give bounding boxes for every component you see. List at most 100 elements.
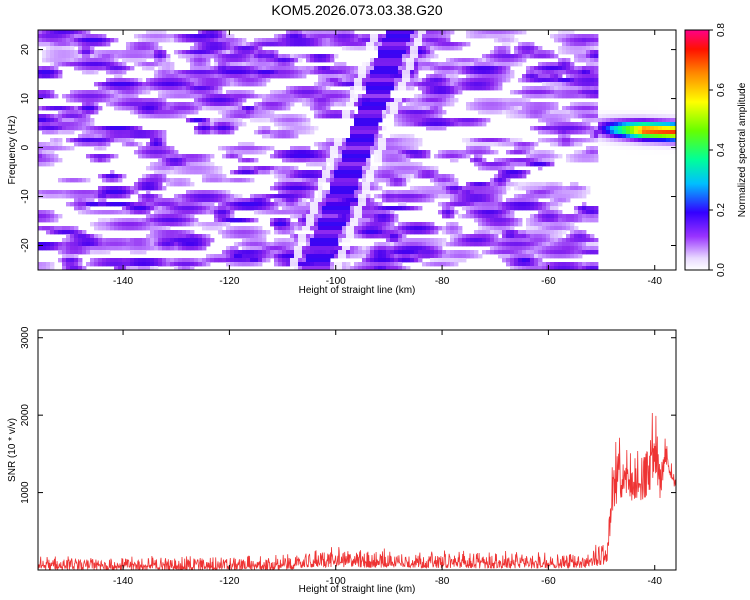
heatmap-cell [274, 198, 279, 203]
heatmap-cell [118, 226, 123, 231]
heatmap-cell [354, 186, 359, 191]
heatmap-cell [166, 154, 171, 159]
heatmap-cell [446, 78, 451, 83]
heatmap-cell [158, 58, 163, 63]
heatmap-cell [326, 250, 331, 255]
heatmap-cell [262, 146, 267, 151]
heatmap-cell [186, 202, 191, 207]
heatmap-cell [330, 226, 335, 231]
heatmap-cell [158, 234, 163, 239]
heatmap-cell [278, 186, 283, 191]
heatmap-cell [78, 142, 83, 147]
heatmap-cell [386, 214, 391, 219]
heatmap-cell [294, 226, 299, 231]
heatmap-cell [290, 154, 295, 159]
heatmap-cell [366, 46, 371, 51]
heatmap-cell [306, 258, 311, 263]
heatmap-cell [418, 230, 423, 235]
heatmap-cell [362, 38, 367, 43]
heatmap-cell [250, 234, 255, 239]
heatmap-cell [258, 258, 263, 263]
heatmap-cell [98, 194, 103, 199]
heatmap-cell [106, 178, 111, 183]
heatmap-cell [262, 234, 267, 239]
heatmap-cell [134, 258, 139, 263]
heatmap-cell [366, 110, 371, 115]
heatmap-cell [326, 150, 331, 155]
heatmap-cell [386, 106, 391, 111]
heatmap-cell [274, 174, 279, 179]
heatmap-cell [470, 86, 475, 91]
heatmap-cell [106, 42, 111, 47]
heatmap-cell [166, 258, 171, 263]
heatmap-cell [366, 194, 371, 199]
heatmap-cell [198, 34, 203, 39]
heatmap-cell [202, 262, 207, 267]
heatmap-cell [274, 66, 279, 71]
heatmap-cell [358, 138, 363, 143]
heatmap-cell [390, 230, 395, 235]
heatmap-cell [50, 246, 55, 251]
heatmap-cell [86, 34, 91, 39]
heatmap-cell [470, 58, 475, 63]
heatmap-cell [290, 214, 295, 219]
heatmap-cell [326, 54, 331, 59]
heatmap-cell [390, 206, 395, 211]
heatmap-cell [206, 38, 211, 43]
heatmap-cell [258, 146, 263, 151]
heatmap-cell [54, 42, 59, 47]
heatmap-cell [170, 78, 175, 83]
heatmap-cell [342, 102, 347, 107]
heatmap-cell [150, 222, 155, 227]
heatmap-cell [38, 226, 43, 231]
heatmap-cell [402, 46, 407, 51]
heatmap-cell [218, 226, 223, 231]
heatmap-cell [90, 262, 95, 267]
heatmap-cell [466, 254, 471, 259]
heatmap-cell [478, 106, 483, 111]
heatmap-cell [314, 254, 319, 259]
heatmap-cell [142, 90, 147, 95]
heatmap-cell [222, 30, 227, 35]
heatmap-cell [110, 66, 115, 71]
heatmap-cell [106, 50, 111, 55]
heatmap-cell [74, 34, 79, 39]
heatmap-cell [482, 238, 487, 243]
heatmap-cell [438, 86, 443, 91]
heatmap-cell [442, 46, 447, 51]
heatmap-cell [366, 38, 371, 43]
heatmap-cell [454, 238, 459, 243]
heatmap-cell [438, 122, 443, 127]
heatmap-cell [42, 90, 47, 95]
heatmap-cell [474, 190, 479, 195]
heatmap-cell [206, 222, 211, 227]
heatmap-cell [302, 66, 307, 71]
heatmap-cell [382, 162, 387, 167]
heatmap-cell [78, 38, 83, 43]
heatmap-cell [190, 234, 195, 239]
heatmap-cell [382, 98, 387, 103]
heatmap-cell [262, 242, 267, 247]
heatmap-cell [354, 206, 359, 211]
heatmap-cell [286, 190, 291, 195]
heatmap-cell [170, 146, 175, 151]
heatmap-cell [438, 254, 443, 259]
heatmap-cell [154, 30, 159, 35]
heatmap-cell [378, 194, 383, 199]
heatmap-cell [442, 66, 447, 71]
heatmap-cell [426, 154, 431, 159]
heatmap-cell [374, 182, 379, 187]
heatmap-cell [50, 230, 55, 235]
heatmap-cell [246, 58, 251, 63]
heatmap-cell [194, 242, 199, 247]
heatmap-cell [390, 198, 395, 203]
heatmap-cell [302, 266, 307, 270]
heatmap-cell [442, 70, 447, 75]
heatmap-cell [318, 106, 323, 111]
heatmap-cell [470, 62, 475, 67]
heatmap-cell [86, 190, 91, 195]
heatmap-cell [350, 114, 355, 119]
heatmap-cell [330, 150, 335, 155]
heatmap-cell [154, 114, 159, 119]
heatmap-cell [382, 198, 387, 203]
